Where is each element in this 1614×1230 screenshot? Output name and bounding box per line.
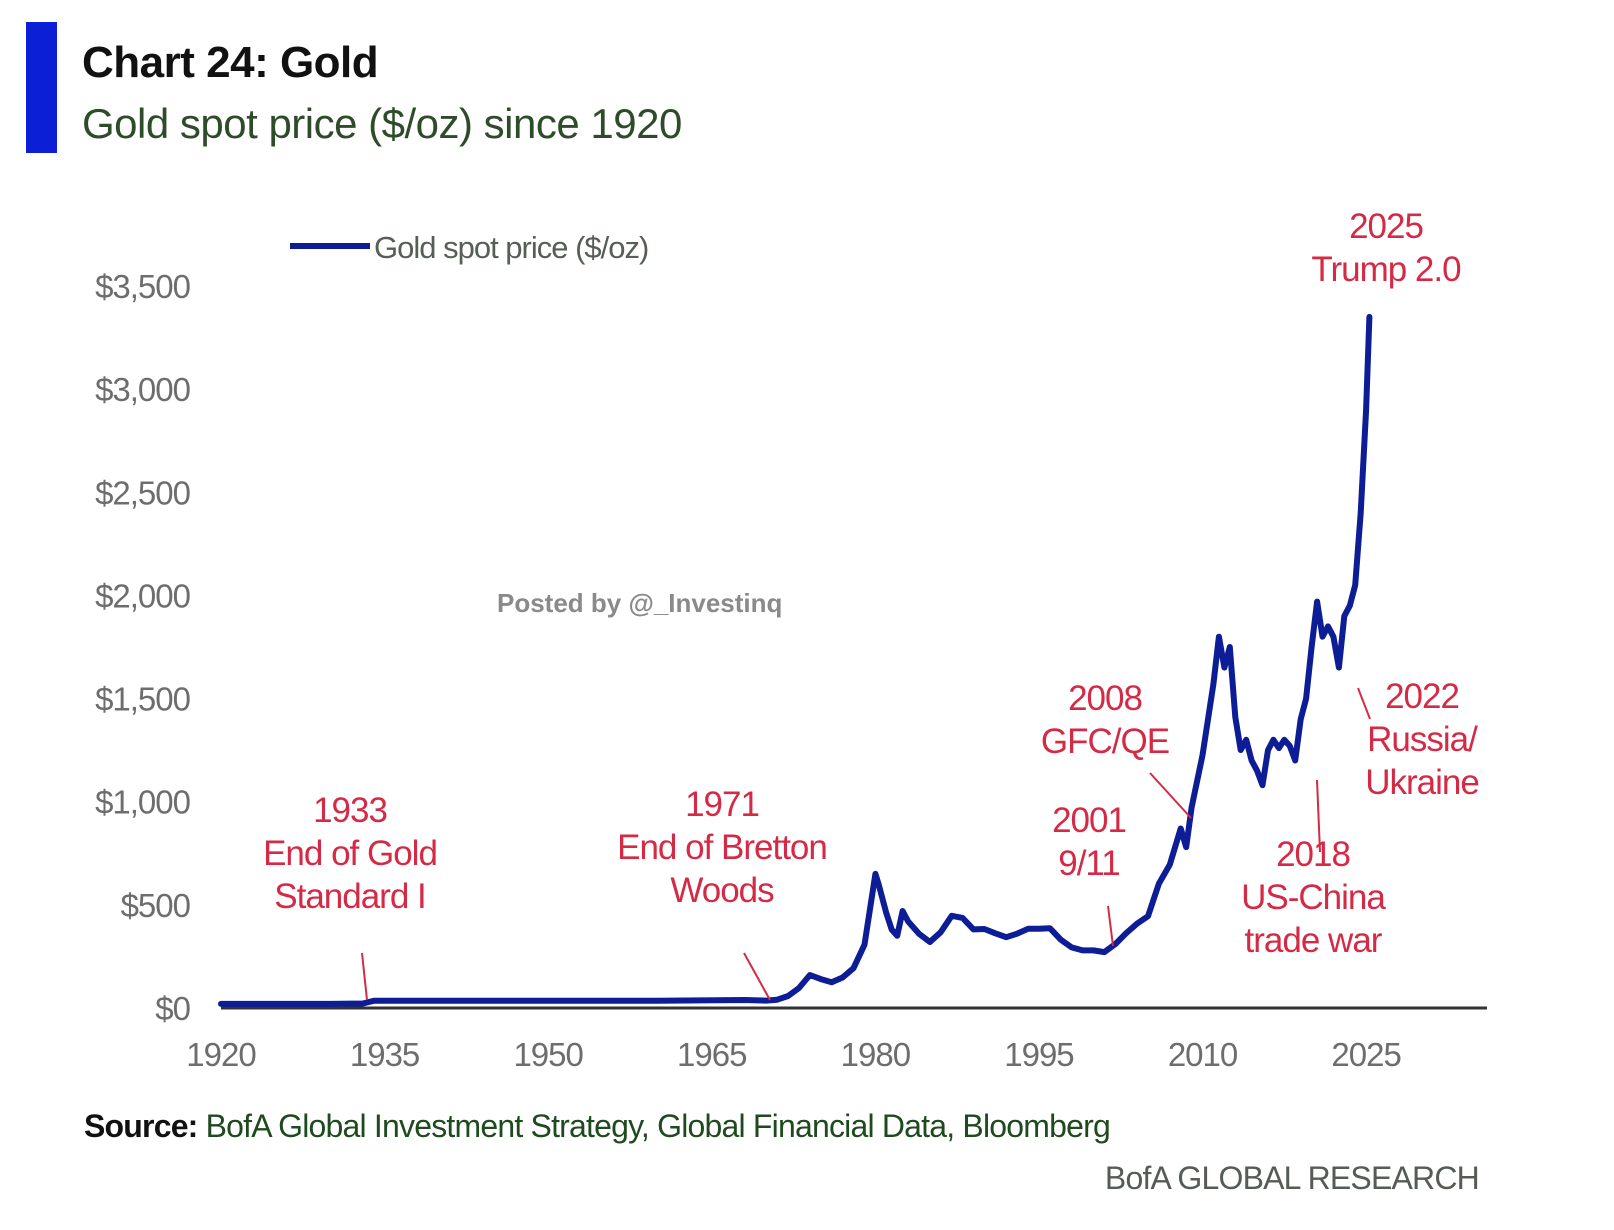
y-tick-label: $1,500 [95, 681, 191, 718]
watermark: Posted by @_Investinq [497, 588, 783, 618]
annotation-leader [1357, 687, 1371, 720]
annotation-label: 2001 9/11 [1052, 801, 1126, 883]
annotation-leader [1107, 905, 1114, 947]
y-tick-label: $500 [121, 887, 191, 924]
gold-price-line [218, 313, 1373, 1007]
y-tick-label: $1,000 [95, 784, 191, 821]
x-tick-label: 1920 [186, 1036, 256, 1073]
annotation-leader [743, 952, 771, 1001]
y-tick-label: $2,000 [95, 577, 191, 614]
x-tick-label: 2025 [1331, 1036, 1400, 1073]
brand-credit: BofA GLOBAL RESEARCH [1104, 1160, 1480, 1196]
annotation-label: 1971 End of Bretton Woods [617, 785, 827, 910]
x-tick-label: 1995 [1004, 1036, 1073, 1073]
source-text: BofA Global Investment Strategy, Global … [197, 1108, 1111, 1144]
source-label: Source: [84, 1108, 198, 1144]
y-tick-label: $3,500 [95, 268, 191, 305]
annotation-leader [1316, 779, 1321, 853]
y-tick-label: $2,500 [95, 474, 191, 511]
source-note: Source: BofA Global Investment Strategy,… [84, 1108, 1111, 1145]
annotation-label: 2018 US-China trade war [1241, 835, 1386, 960]
annotation-leader [361, 952, 368, 1001]
annotation-leader [1149, 772, 1192, 819]
accent-bar [26, 22, 57, 153]
legend-label: Gold spot price ($/oz) [374, 230, 648, 265]
annotation-label: 2008 GFC/QE [1041, 679, 1169, 761]
chart-title: Chart 24: Gold [82, 38, 379, 87]
chart-subtitle: Gold spot price ($/oz) since 1920 [82, 100, 682, 147]
annotation-label: 2022 Russia/Ukraine [1365, 677, 1479, 802]
x-tick-label: 1950 [513, 1036, 583, 1073]
annotation-label: 2025 Trump 2.0 [1311, 207, 1461, 289]
x-tick-label: 1965 [677, 1036, 746, 1073]
x-tick-label: 2010 [1168, 1036, 1238, 1073]
x-tick-label: 1980 [841, 1036, 911, 1073]
annotation-label: 1933 End of Gold Standard I [263, 791, 437, 916]
y-tick-label: $3,000 [95, 371, 191, 408]
y-tick-label: $0 [155, 990, 190, 1027]
x-tick-label: 1935 [350, 1036, 419, 1073]
